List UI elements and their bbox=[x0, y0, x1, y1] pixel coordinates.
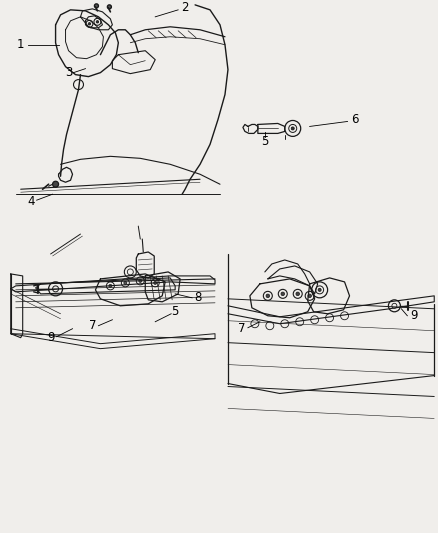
Text: 2: 2 bbox=[181, 2, 189, 14]
Text: 9: 9 bbox=[47, 331, 54, 344]
Circle shape bbox=[291, 127, 294, 130]
Circle shape bbox=[96, 21, 99, 23]
Circle shape bbox=[95, 4, 99, 8]
Text: 1: 1 bbox=[17, 38, 25, 51]
Text: 8: 8 bbox=[194, 292, 202, 304]
Text: 9: 9 bbox=[410, 309, 418, 322]
Circle shape bbox=[266, 294, 270, 297]
Circle shape bbox=[154, 281, 157, 285]
Circle shape bbox=[109, 285, 112, 287]
Text: 5: 5 bbox=[261, 135, 268, 148]
Circle shape bbox=[318, 288, 321, 292]
Text: 3: 3 bbox=[65, 66, 72, 79]
Text: 5: 5 bbox=[171, 305, 179, 318]
Circle shape bbox=[124, 281, 127, 285]
Circle shape bbox=[281, 292, 285, 296]
Circle shape bbox=[139, 279, 142, 282]
Text: 6: 6 bbox=[351, 113, 358, 126]
Circle shape bbox=[107, 5, 111, 9]
Circle shape bbox=[308, 294, 311, 297]
Text: 7: 7 bbox=[89, 319, 96, 332]
Circle shape bbox=[88, 22, 91, 25]
Text: 7: 7 bbox=[238, 322, 246, 335]
Text: 4: 4 bbox=[27, 195, 35, 208]
Circle shape bbox=[296, 292, 300, 296]
Circle shape bbox=[53, 181, 59, 187]
